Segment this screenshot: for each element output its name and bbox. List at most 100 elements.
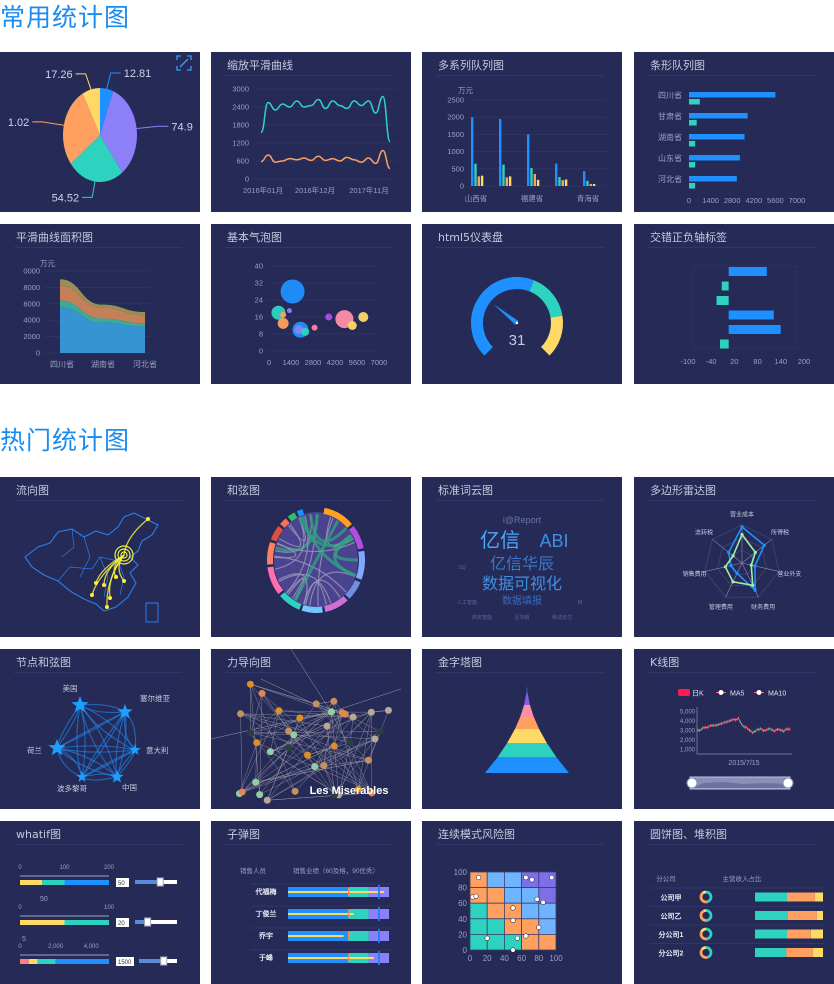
star-node[interactable] xyxy=(48,739,66,756)
whatif-slider-thumb[interactable] xyxy=(160,956,168,966)
graph-node[interactable] xyxy=(311,763,319,771)
radar-axis-label: 流转税 xyxy=(695,529,713,537)
graph-node[interactable] xyxy=(320,762,328,770)
column-header: 销售业绩（60及格，90优秀） xyxy=(293,866,379,875)
panel-title: 交错正负轴标签 xyxy=(650,231,727,244)
chord-ribbon xyxy=(275,513,319,552)
scale-tick-label: 0 xyxy=(18,944,22,950)
expand-icon[interactable] xyxy=(176,55,192,71)
graph-node[interactable] xyxy=(247,729,255,737)
graph-node[interactable] xyxy=(330,697,338,705)
chart-panel-hbar[interactable]: 条形队列图 四川省 甘肃省 湖南省 山东省 河北省 0 1400 2800 4200 5600 700… xyxy=(634,52,834,212)
x-tick-label: 4200 xyxy=(327,358,344,367)
pyramid-layer xyxy=(520,705,534,717)
radar-point xyxy=(751,583,755,587)
graph-node[interactable] xyxy=(256,791,264,799)
chart-panel-gauge[interactable]: html5仪表盘 31 xyxy=(422,224,622,384)
stacked-bar-segment xyxy=(814,892,823,902)
star-node[interactable] xyxy=(71,696,89,713)
whatif-input[interactable] xyxy=(116,918,129,927)
node-link xyxy=(79,704,86,778)
bar xyxy=(689,162,696,168)
x-tick-label: 2016年01月 xyxy=(243,185,283,195)
graph-edge xyxy=(314,712,372,767)
graph-edge xyxy=(250,731,380,734)
chart-panel-pie[interactable]: 12.81 74.9 54.52 1.02 17.26 xyxy=(0,52,200,212)
graph-node[interactable] xyxy=(291,787,299,795)
panel-title: 多系列队列图 xyxy=(438,59,504,72)
chart-panel-whatif[interactable]: whatif图 0 100 200 50 50 0 100 20 5 0 2,000 4,000 1500 xyxy=(0,821,200,984)
chart-panel-nodechord[interactable]: 节点和弦图 美国 塞尔维亚 意大利 中国 波多黎哥 荷兰 xyxy=(0,649,200,809)
whatif-slider-thumb[interactable] xyxy=(156,877,164,887)
chart-panel-wordcloud[interactable]: 标准词云图 i@Report 亿信 ABI 亿信华辰 数据可视化 数据填报 人工智能 BI 商务智… xyxy=(422,477,622,637)
radar-axis xyxy=(725,562,743,598)
star-node[interactable] xyxy=(76,771,88,782)
graph-node[interactable] xyxy=(328,708,336,716)
graph-node[interactable] xyxy=(258,689,266,697)
whatif-slider-thumb[interactable] xyxy=(144,917,152,927)
graph-node[interactable] xyxy=(238,788,246,796)
whatif-bar-segment xyxy=(20,920,65,925)
graph-node[interactable] xyxy=(338,709,346,717)
zoom-slider-handle[interactable] xyxy=(782,777,794,789)
graph-node[interactable] xyxy=(252,778,260,786)
graph-node[interactable] xyxy=(367,708,375,716)
graph-node[interactable] xyxy=(285,744,293,752)
graph-node[interactable] xyxy=(290,731,298,739)
graph-node[interactable] xyxy=(237,710,245,718)
graph-node[interactable] xyxy=(246,680,254,688)
graph-node[interactable] xyxy=(312,700,320,708)
whatif-input[interactable] xyxy=(116,957,134,966)
chart-panel-diverge[interactable]: 交错正负轴标签 -100 -40 20 80 140 200 xyxy=(634,224,834,384)
whatif-slider[interactable] xyxy=(135,920,177,924)
whatif-input[interactable] xyxy=(116,878,129,887)
panel-title: K线图 xyxy=(650,656,680,669)
graph-node[interactable] xyxy=(266,748,274,756)
graph-node[interactable] xyxy=(349,713,357,721)
graph-node[interactable] xyxy=(285,727,293,735)
chart-panel-radar[interactable]: 多边形雷达图 营业成本 所得税 营业外支 财务费用 管理费用 销售费用 流转税 xyxy=(634,477,834,637)
star-node[interactable] xyxy=(117,704,133,719)
chart-panel-line[interactable]: 缩放平滑曲线 0 600 1200 1800 2400 3000 2016年01月 2016年1… xyxy=(211,52,411,212)
graph-node[interactable] xyxy=(296,714,304,722)
chart-panel-pyramid[interactable]: 金字塔图 xyxy=(422,649,622,809)
chart-panel-kline[interactable]: K线图 日K MA5 MA10 1,000 2,000 3,000 4,000 5,000 201… xyxy=(634,649,834,809)
chart-panel-risk[interactable]: 连续模式风险图 0 0 20 20 40 40 60 60 80 80 100 100 xyxy=(422,821,622,984)
graph-node[interactable] xyxy=(323,722,331,730)
stacked-bar-segment xyxy=(787,911,817,920)
chart-panel-bullet[interactable]: 子弹图 销售人员 销售业绩（60及格，90优秀） 代福梅 丁俊兰 乔宇 于峰 xyxy=(211,821,411,984)
chart-panel-chord[interactable]: 和弦图 xyxy=(211,477,411,637)
chart-panel-flowmap[interactable]: 流向图 xyxy=(0,477,200,637)
y-tick-label: 2500 xyxy=(447,96,464,105)
word: i@Report xyxy=(503,515,542,525)
chart-panel-bubble[interactable]: 基本气泡图 0 8 16 24 32 40 0 1400 2800 4200 5600 7000 xyxy=(211,224,411,384)
graph-node[interactable] xyxy=(304,751,312,759)
graph-node[interactable] xyxy=(371,735,379,743)
graph-node[interactable] xyxy=(368,789,376,797)
graph-node[interactable] xyxy=(263,796,271,804)
graph-edge xyxy=(250,732,375,740)
star-node[interactable] xyxy=(110,770,124,783)
graph-node[interactable] xyxy=(354,785,362,793)
scale-tick-label: 0 xyxy=(18,905,22,911)
graph-node[interactable] xyxy=(376,728,384,736)
y-tick-label: 500 xyxy=(451,164,464,173)
graph-node[interactable] xyxy=(331,791,339,799)
graph-node[interactable] xyxy=(275,707,283,715)
graph-node[interactable] xyxy=(253,739,261,747)
chart-panel-area[interactable]: 平滑曲线面积图 万元 0 2000 4000 6000 8000 0000 四川省 湖南省 河北省 xyxy=(0,224,200,384)
risk-point xyxy=(529,877,535,883)
graph-node[interactable] xyxy=(364,756,372,764)
bullet-value-bar xyxy=(288,891,384,893)
zoom-slider-handle[interactable] xyxy=(686,777,698,789)
chart-panel-donutstack[interactable]: 圆饼图、堆积图 分公司 主营收入占比 公司甲 公司乙 分公司1 分公司2 xyxy=(634,821,834,984)
chart-panel-groupbar[interactable]: 多系列队列图 万元 0 500 1000 1500 2000 2500 山西省 福建省 青海省 xyxy=(422,52,622,212)
graph-node[interactable] xyxy=(330,742,338,750)
risk-cell xyxy=(521,902,540,920)
risk-point xyxy=(536,924,542,930)
graph-node[interactable] xyxy=(384,706,392,714)
star-node[interactable] xyxy=(129,744,141,755)
chart-panel-force[interactable]: 力导向图 Les Miserables xyxy=(211,649,411,809)
graph-node[interactable] xyxy=(346,739,354,747)
